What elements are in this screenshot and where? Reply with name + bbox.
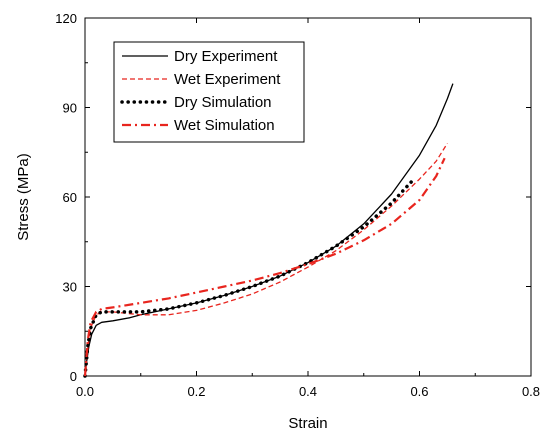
y-tick-label: 30 (63, 280, 77, 295)
x-axis-label: Strain (288, 415, 327, 432)
axis-ticks: 0.0 0.2 0.4 0.6 0.8 0 30 60 90 120 (55, 11, 540, 399)
x-tick-label: 0.2 (187, 384, 205, 399)
legend-label: Dry Simulation (174, 94, 272, 111)
series-line-dry-experiment (84, 83, 454, 377)
series-line-wet-experiment (84, 142, 448, 377)
x-tick-label: 0.8 (522, 384, 540, 399)
x-tick-label: 0.6 (410, 384, 428, 399)
legend-label: Wet Simulation (174, 117, 275, 134)
legend-label: Wet Experiment (174, 71, 281, 88)
y-axis-label: Stress (MPa) (15, 153, 32, 241)
legend-label: Dry Experiment (174, 48, 278, 65)
y-tick-label: 60 (63, 190, 77, 205)
x-tick-label: 0.4 (299, 384, 317, 399)
legend: Dry Experiment Wet Experiment Dry Simulati… (113, 41, 305, 143)
x-tick-label: 0.0 (76, 384, 94, 399)
y-tick-label: 120 (55, 11, 77, 26)
y-tick-label: 90 (63, 101, 77, 116)
curves (83, 83, 454, 378)
series-line-dry-simulation (83, 177, 416, 378)
y-tick-label: 0 (70, 369, 77, 384)
series-line-wet-simulation (83, 157, 446, 377)
